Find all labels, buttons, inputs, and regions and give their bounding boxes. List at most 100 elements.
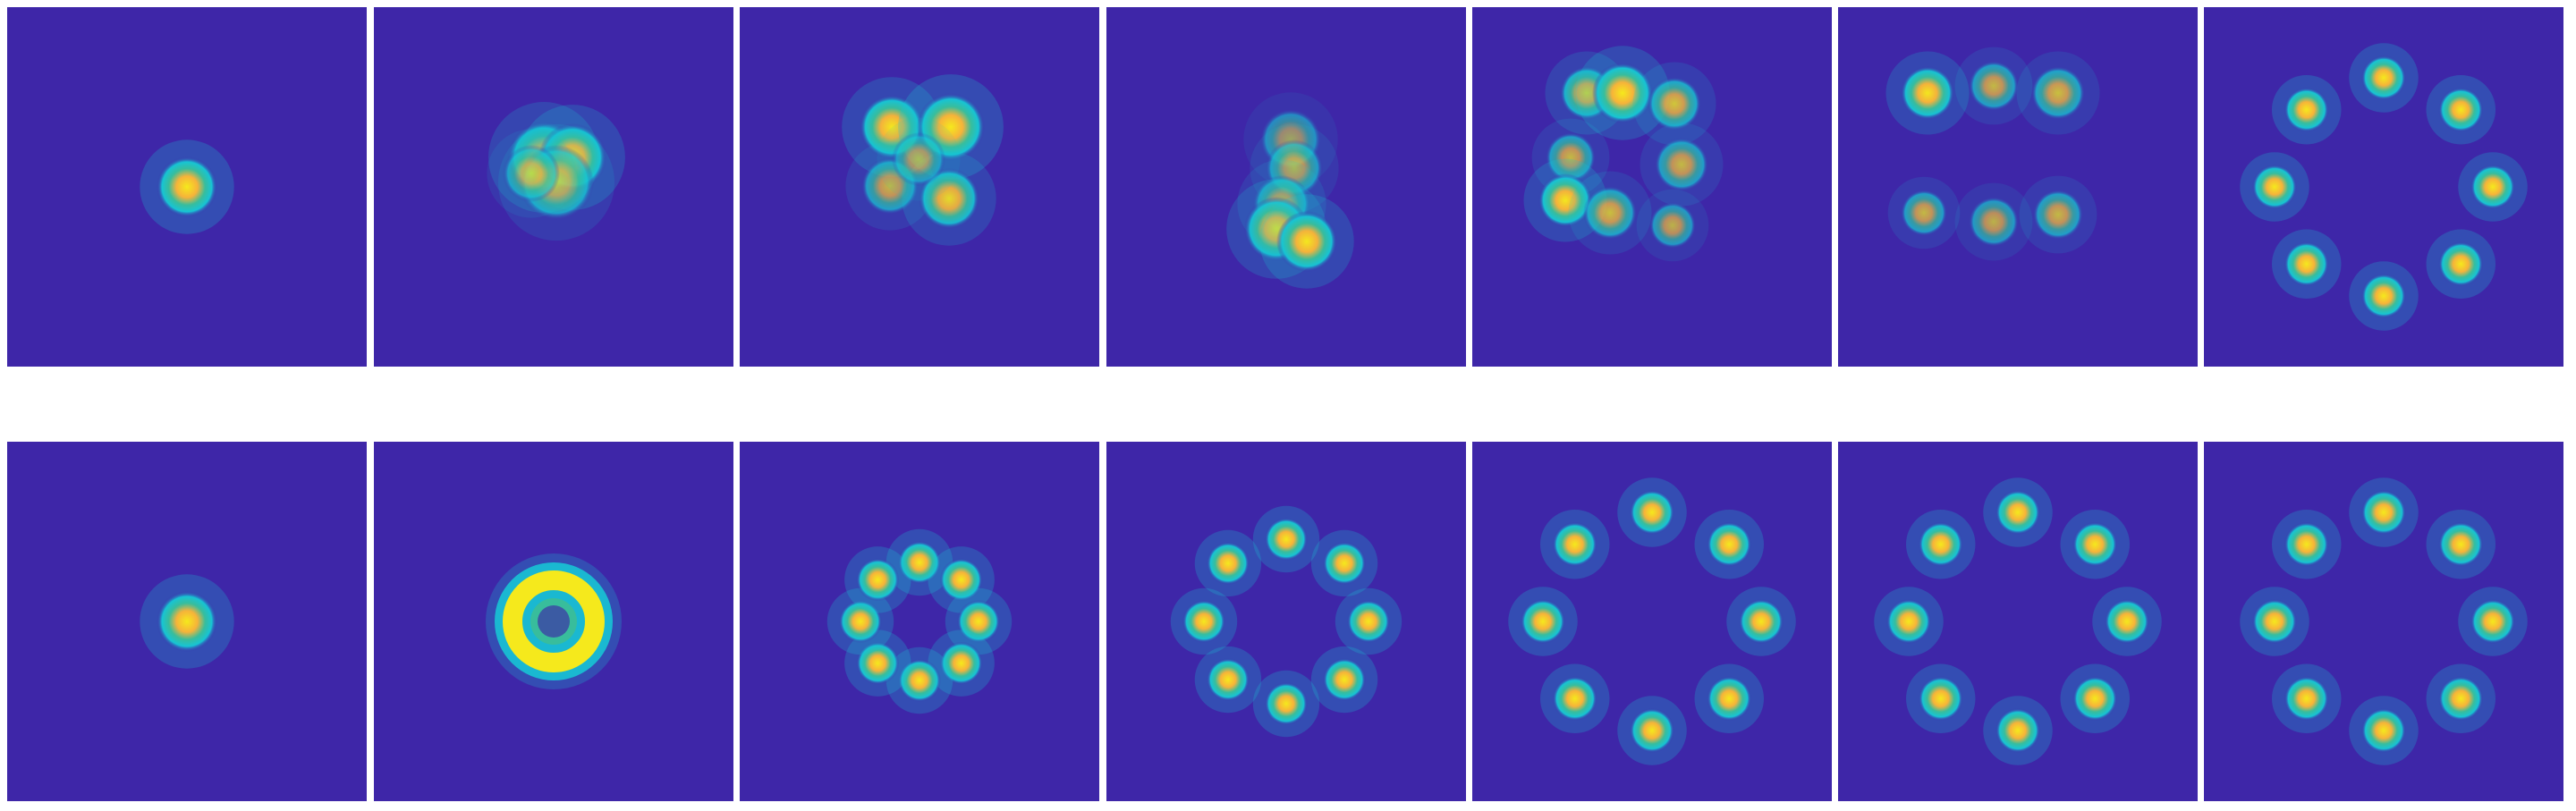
blob-1 — [2361, 490, 2406, 535]
blob-8 — [2284, 521, 2329, 567]
bottom-panel-1 — [7, 442, 367, 801]
blob-3 — [1739, 599, 1784, 644]
bottom-panel-3 — [740, 442, 1099, 801]
blob-2 — [1969, 61, 2019, 111]
blob-1 — [157, 156, 217, 217]
bottom-panel-7 — [2204, 442, 2563, 801]
blob-7 — [2252, 599, 2297, 644]
heatmap-bottom-3 — [740, 442, 1099, 801]
blob-3 — [1347, 600, 1390, 643]
panel-background — [1472, 7, 1832, 367]
heatmap-bottom-4 — [1106, 442, 1466, 801]
heatmap-bottom-6 — [1838, 442, 2198, 801]
blob-7 — [1583, 186, 1637, 240]
blob-5 — [2361, 274, 2406, 318]
blob-5 — [1969, 197, 2019, 247]
blob-5 — [1655, 138, 1708, 191]
blob-6 — [2033, 190, 2083, 240]
blob-1 — [1265, 518, 1308, 561]
heatmap-top-3 — [740, 7, 1099, 367]
heatmap-bottom-5 — [1472, 442, 1832, 801]
blob-4 — [2438, 241, 2484, 287]
blob-4 — [503, 145, 560, 202]
heatmap-top-7 — [2204, 7, 2563, 367]
bottom-panel-5 — [1472, 442, 1832, 801]
donut-ring — [503, 570, 605, 672]
panel-background — [1106, 442, 1466, 801]
blob-7 — [1521, 599, 1565, 644]
heatmap-bottom-1 — [7, 442, 367, 801]
blob-4 — [1707, 676, 1752, 722]
blob-4 — [1546, 132, 1596, 182]
blob-4 — [1323, 658, 1367, 702]
bottom-panel-6 — [1838, 442, 2198, 801]
top-panel-3 — [740, 7, 1099, 367]
blob-1 — [1901, 66, 1954, 120]
blob-5 — [1996, 708, 2040, 753]
blob-3 — [2470, 599, 2515, 644]
top-panel-4 — [1106, 7, 1466, 367]
blob-8 — [1649, 202, 1696, 249]
blob-8 — [2284, 87, 2329, 132]
blob-2 — [1707, 521, 1752, 567]
blob-7 — [2252, 165, 2297, 209]
blob-4 — [2438, 676, 2484, 722]
blob-6 — [1552, 676, 1597, 722]
blob-3 — [1648, 77, 1701, 131]
blob-2 — [2072, 521, 2118, 567]
blob-6 — [1538, 173, 1592, 227]
blob-8 — [856, 558, 900, 602]
top-panel-1 — [7, 7, 367, 367]
blob-5 — [1276, 211, 1337, 272]
blob-4 — [919, 168, 979, 229]
blob-6 — [2284, 241, 2329, 287]
blob-1 — [1630, 490, 1674, 535]
blob-2 — [2438, 521, 2484, 567]
blob-3 — [2470, 165, 2515, 209]
heatmap-top-1 — [7, 7, 367, 367]
blob-5 — [892, 132, 945, 186]
blob-1 — [157, 591, 217, 652]
blob-4 — [1901, 190, 1947, 236]
panel-background — [1838, 7, 2198, 367]
blob-7 — [1182, 600, 1225, 643]
blob-2 — [1592, 63, 1653, 123]
blob-7 — [839, 600, 882, 643]
blob-3 — [2031, 66, 2085, 120]
heatmap-top-2 — [374, 7, 733, 367]
top-panel-5 — [1472, 7, 1832, 367]
blob-2 — [1323, 541, 1367, 585]
heatmap-top-5 — [1472, 7, 1832, 367]
blob-5 — [2361, 708, 2406, 753]
blob-2 — [939, 558, 983, 602]
blob-6 — [856, 641, 900, 685]
blob-8 — [1206, 541, 1250, 585]
panel-background — [740, 7, 1099, 367]
blob-1 — [2361, 55, 2406, 100]
blob-3 — [957, 600, 1000, 643]
blob-4 — [2072, 676, 2118, 722]
bottom-panel-4 — [1106, 442, 1466, 801]
blob-6 — [2284, 676, 2329, 722]
blob-5 — [898, 659, 941, 702]
blob-4 — [939, 641, 983, 685]
panel-background — [740, 442, 1099, 801]
blob-3 — [2105, 599, 2149, 644]
donut-core — [538, 605, 570, 638]
top-panel-6 — [1838, 7, 2198, 367]
blob-6 — [1206, 658, 1250, 702]
top-row — [0, 7, 2576, 371]
blob-1 — [898, 541, 941, 584]
blob-5 — [1265, 682, 1308, 725]
heatmap-bottom-7 — [2204, 442, 2563, 801]
blob-5 — [1630, 708, 1674, 753]
blob-6 — [1918, 676, 1963, 722]
heatmap-top-4 — [1106, 7, 1466, 367]
heatmap-bottom-2 — [374, 442, 733, 801]
top-panel-2 — [374, 7, 733, 367]
bottom-row — [0, 442, 2576, 806]
blob-7 — [1886, 599, 1931, 644]
bottom-panel-2 — [374, 442, 733, 801]
blob-8 — [1552, 521, 1597, 567]
blob-2 — [2438, 87, 2484, 132]
